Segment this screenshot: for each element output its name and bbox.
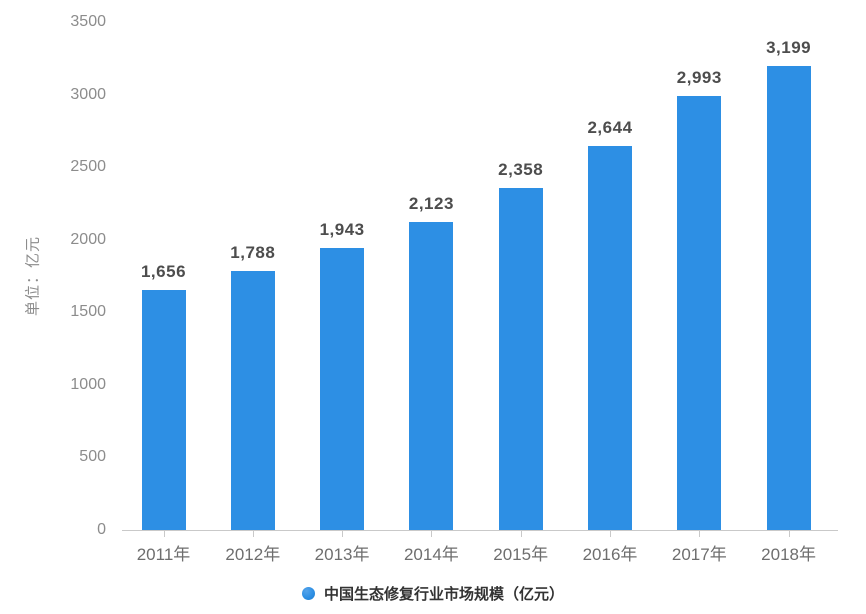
- bar-2016年: [588, 146, 632, 530]
- y-tick-label: 2500: [70, 158, 106, 176]
- bar-2012年: [230, 270, 275, 530]
- bar-value-label: 1,943: [319, 220, 365, 239]
- y-tick-label: 500: [79, 448, 106, 466]
- legend: 中国生态修复行业市场规模（亿元）: [0, 583, 866, 604]
- x-category-label: 2014年: [403, 545, 459, 564]
- y-tick-label: 3500: [70, 13, 106, 30]
- legend-marker-icon: [301, 587, 315, 600]
- y-tick-label: 1500: [70, 303, 106, 321]
- bar-2018年: [766, 65, 811, 530]
- x-category-label: 2015年: [493, 545, 549, 564]
- x-category-label: 2013年: [314, 545, 370, 564]
- bar-value-label: 2,358: [498, 159, 544, 179]
- bar-2011年: [141, 289, 186, 530]
- x-category-label: 2016年: [582, 545, 638, 564]
- x-category-label: 2011年: [136, 545, 191, 564]
- bar-value-label: 2,644: [587, 118, 633, 138]
- bar-value-label: 2,993: [676, 67, 722, 87]
- bar-value-label: 2,123: [408, 193, 454, 213]
- x-axis-tick: [788, 531, 790, 537]
- y-tick-label: 0: [97, 521, 106, 538]
- bar-value-label: 1,788: [230, 242, 276, 262]
- bar-2017年: [677, 95, 722, 530]
- bar-value-label: 1,656: [140, 261, 187, 281]
- bar-value-label: 3,199: [766, 37, 812, 57]
- legend-label: 中国生态修复行业市场规模（亿元）: [323, 586, 564, 603]
- y-tick-label: 1000: [70, 375, 106, 393]
- x-category-label: 2017年: [671, 545, 727, 564]
- x-axis-tick: [610, 531, 611, 537]
- x-axis-tick: [342, 531, 344, 537]
- x-axis-tick: [163, 531, 165, 537]
- bar-2013年: [320, 248, 365, 530]
- x-axis-tick: [520, 531, 522, 537]
- x-category-label: 2018年: [761, 545, 817, 564]
- x-axis-tick: [431, 531, 433, 537]
- x-axis-tick: [252, 531, 254, 537]
- x-category-label: 2012年: [225, 545, 281, 564]
- x-axis-tick: [699, 531, 701, 537]
- y-tick-label: 3000: [70, 85, 106, 103]
- bar-2014年: [409, 221, 454, 530]
- y-tick-label: 2000: [70, 230, 106, 248]
- bar-2015年: [498, 187, 543, 530]
- plot-area: 1,656 2011年 1,788 2012年 1,943 2013年 2,123 2014年…: [122, 22, 838, 564]
